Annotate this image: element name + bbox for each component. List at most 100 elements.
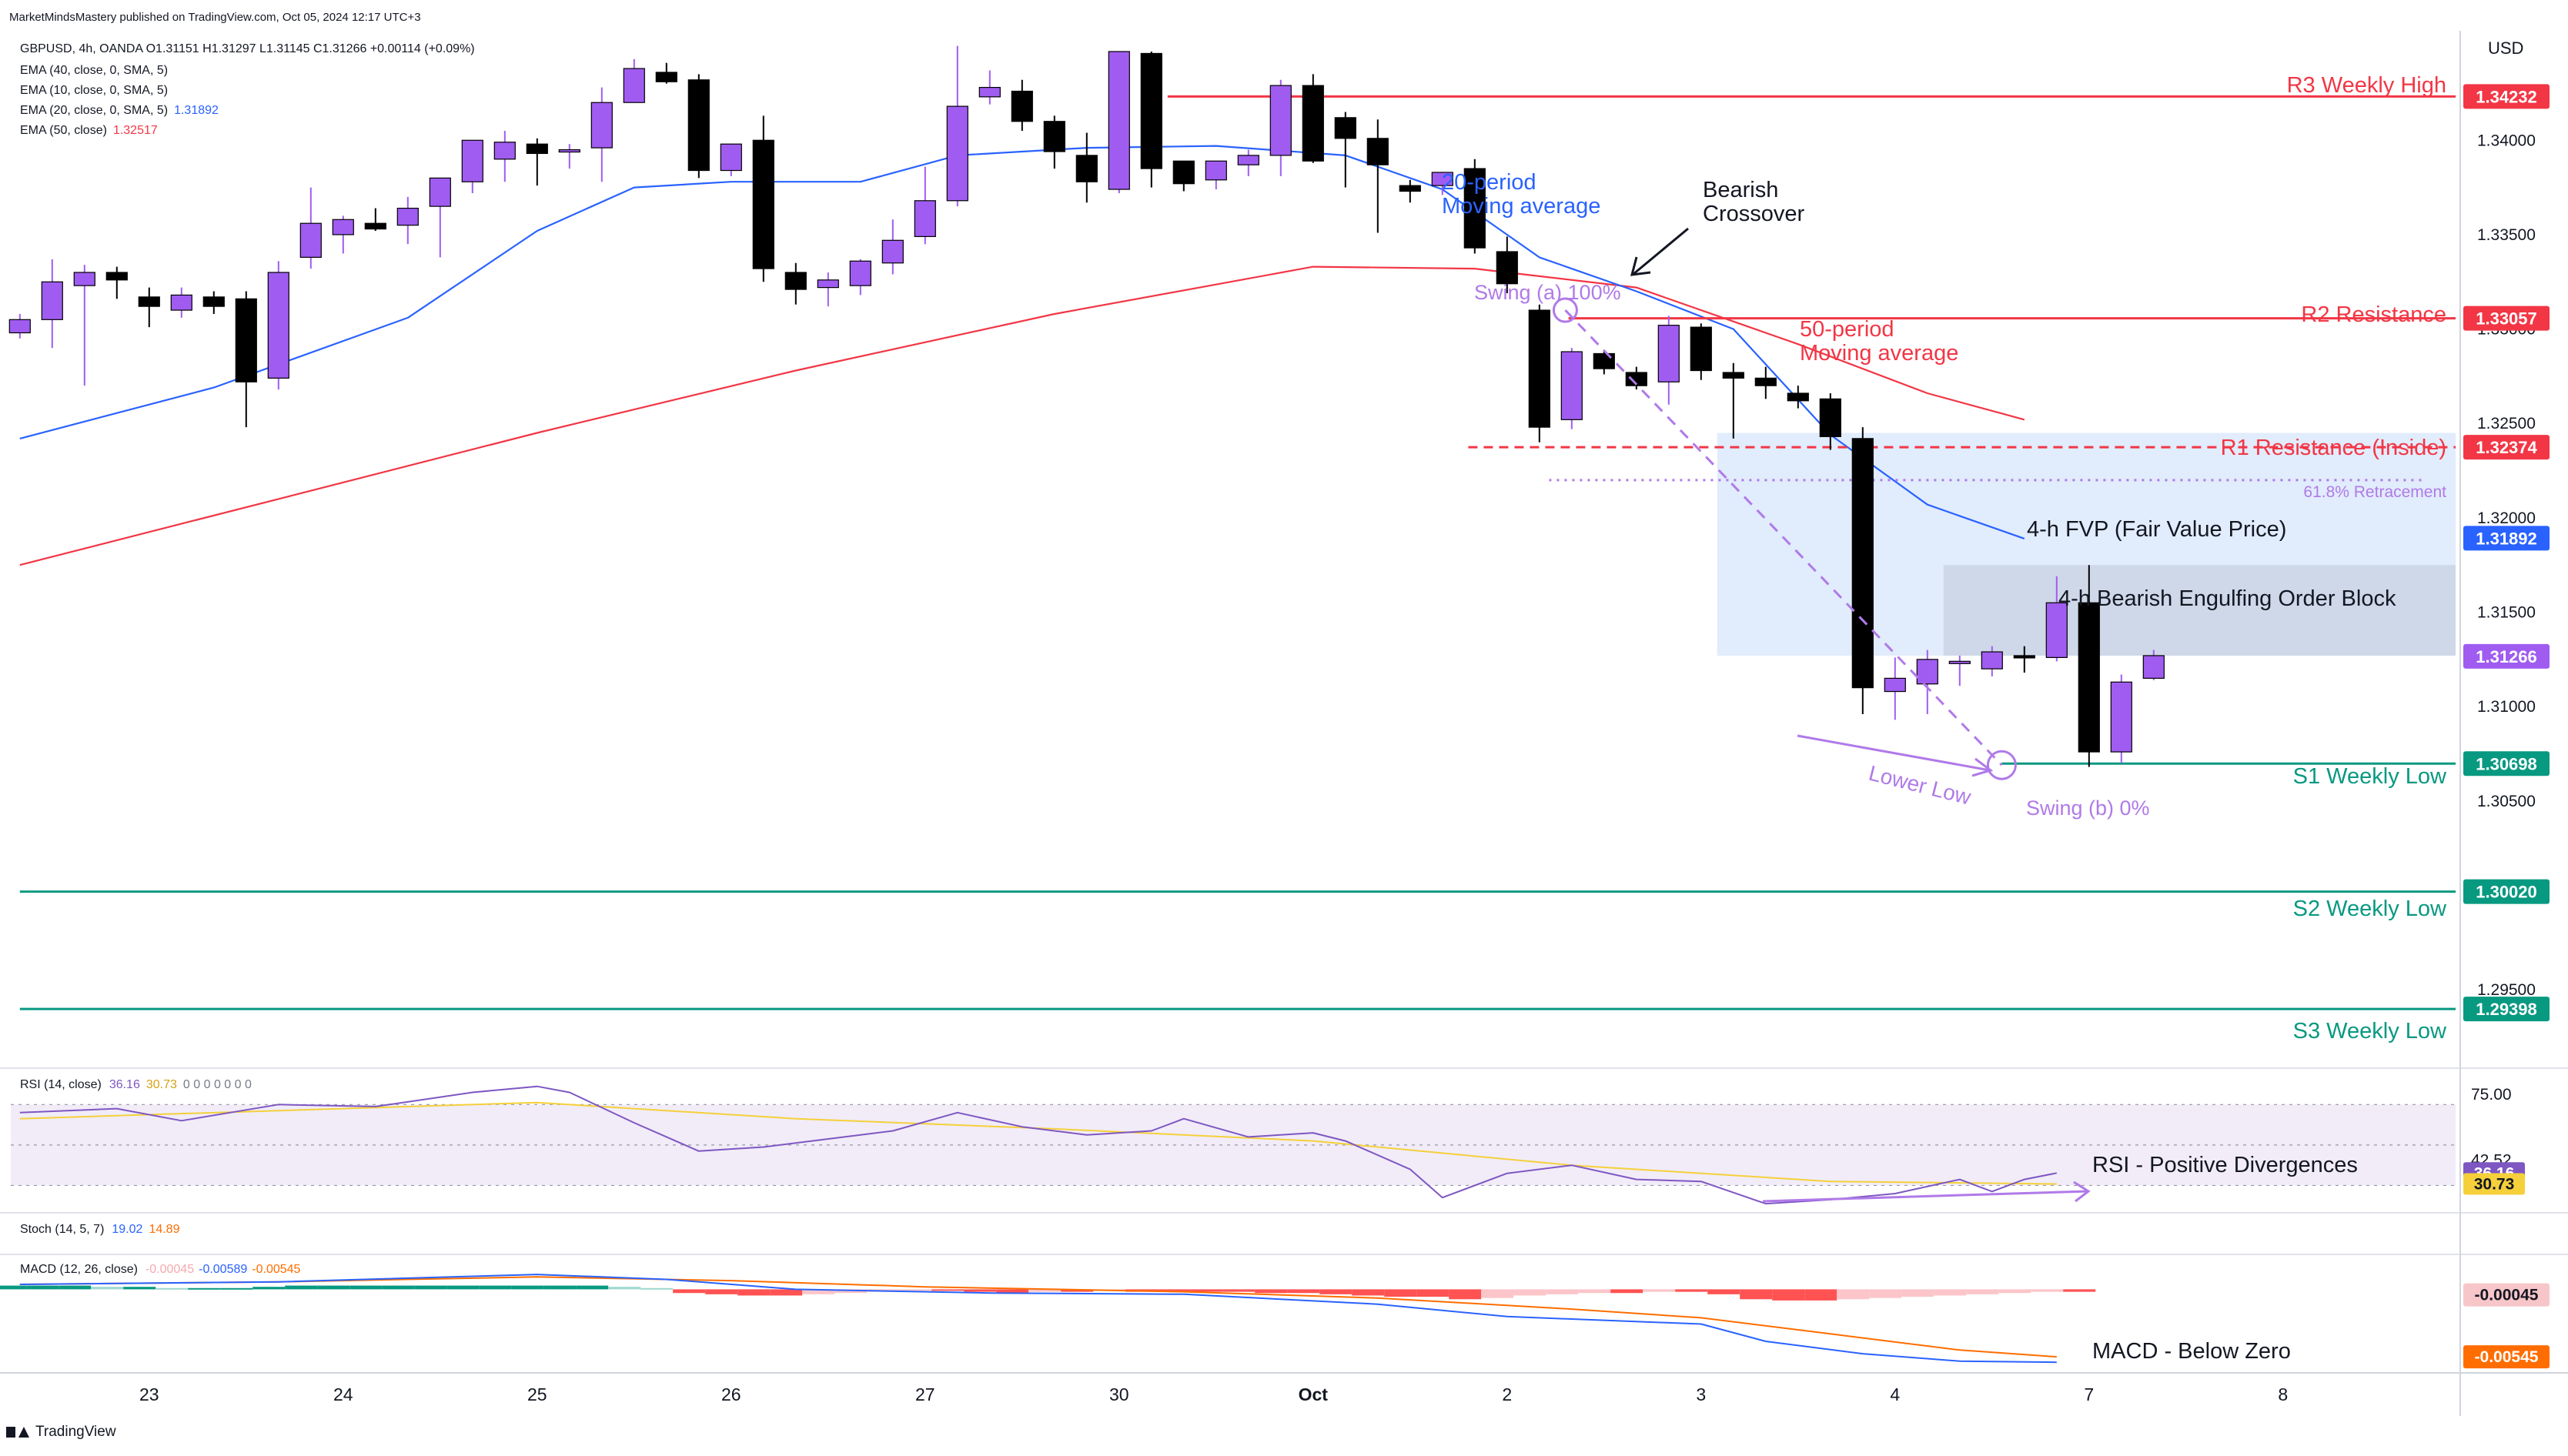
macd-histogram-bar bbox=[511, 1285, 544, 1290]
macd-histogram-bar bbox=[123, 1287, 156, 1290]
macd-value-tag bbox=[2463, 1345, 2550, 1369]
ema-legend-2: EMA (10, close, 0, SMA, 5) bbox=[20, 84, 168, 97]
price-tick-label: 1.34000 bbox=[2477, 132, 2536, 149]
price-tag-text: 1.31892 bbox=[2476, 529, 2537, 548]
macd-histogram-bar bbox=[1028, 1289, 1062, 1292]
candle-body bbox=[41, 281, 63, 320]
s2-level-label: S2 Weekly Low bbox=[2293, 897, 2447, 921]
candle-body bbox=[1302, 85, 1324, 162]
macd-signal-line bbox=[19, 1276, 2057, 1358]
candle-body bbox=[623, 68, 645, 103]
candle-body bbox=[73, 272, 95, 286]
macd-histogram-bar bbox=[1513, 1289, 1546, 1296]
candle-body bbox=[493, 142, 516, 160]
macd-histogram-bar bbox=[1869, 1289, 1902, 1298]
macd-histogram-bar bbox=[1837, 1289, 1870, 1300]
level-price-tag-text: 1.34232 bbox=[2476, 87, 2537, 106]
s1-level-label: S1 Weekly Low bbox=[2293, 764, 2447, 789]
macd-histogram-bar bbox=[1061, 1289, 1094, 1292]
price-tag bbox=[2463, 526, 2550, 551]
macd-histogram-bar bbox=[2063, 1289, 2096, 1292]
price-tick-label: 1.33500 bbox=[2477, 226, 2536, 244]
candle-body bbox=[138, 296, 160, 307]
time-tick-label: 30 bbox=[1109, 1384, 1129, 1404]
candle-body bbox=[1140, 52, 1162, 169]
price-tick-label: 1.29500 bbox=[2477, 981, 2536, 999]
candle-body bbox=[1496, 251, 1518, 285]
candle-body bbox=[1463, 168, 1486, 249]
candle-body bbox=[849, 260, 871, 286]
swing-b-marker bbox=[1986, 750, 2017, 780]
level-price-tag bbox=[2463, 879, 2550, 904]
candle-body bbox=[396, 207, 419, 226]
candle-body bbox=[1431, 172, 1453, 186]
candle-body bbox=[170, 294, 192, 311]
r1-level-label: R1 Resistance (Inside) bbox=[2221, 436, 2446, 460]
ema50-annotation-1: 50-period bbox=[1800, 317, 1894, 342]
time-tick-label: 24 bbox=[333, 1384, 353, 1404]
time-tick-label: 26 bbox=[721, 1384, 741, 1404]
macd-value-tag-text: -0.00545 bbox=[2475, 1348, 2539, 1366]
rsi-tick-label: 75.00 bbox=[2471, 1086, 2512, 1104]
fvp-zone-label: 4-h FVP (Fair Value Price) bbox=[2027, 517, 2286, 542]
tradingview-logo[interactable]: TradingView bbox=[6, 1424, 116, 1441]
swing-dashed-line bbox=[1564, 309, 2003, 766]
candle-body bbox=[1690, 326, 1712, 372]
macd-histogram-bar bbox=[382, 1285, 415, 1290]
macd-histogram-bar bbox=[1190, 1289, 1223, 1292]
currency-label[interactable]: USD bbox=[2488, 38, 2523, 58]
candle-body bbox=[1334, 117, 1356, 139]
candle-body bbox=[332, 219, 354, 235]
crossover-arrow bbox=[1633, 227, 1689, 276]
rsi-legend: RSI (14, close) 36.16 30.73 0 0 0 0 0 0 0 bbox=[20, 1078, 252, 1091]
candle-body bbox=[687, 79, 710, 172]
level-price-tag bbox=[2463, 306, 2550, 331]
macd-value-tag-text: -0.00045 bbox=[2475, 1287, 2539, 1304]
macd-histogram-bar bbox=[1772, 1289, 1805, 1301]
candle-body bbox=[1172, 160, 1195, 185]
tradingview-brand-text: TradingView bbox=[35, 1424, 116, 1440]
crossover-arrowhead bbox=[1630, 256, 1651, 276]
level-price-tag bbox=[2463, 84, 2550, 109]
macd-histogram-bar bbox=[1449, 1289, 1482, 1300]
macd-histogram-bar bbox=[1255, 1289, 1288, 1294]
ema20-annotation-2: Moving average bbox=[1442, 194, 1600, 219]
ema20-annotation-1: 20-period bbox=[1442, 170, 1536, 195]
r2-level-label: R2 Resistance bbox=[2301, 302, 2446, 327]
macd-histogram-bar bbox=[1966, 1289, 1999, 1294]
level-price-tag bbox=[2463, 751, 2550, 776]
macd-legend: MACD (12, 26, close) -0.00045 -0.00589 -0.0… bbox=[20, 1263, 301, 1276]
macd-histogram-bar bbox=[673, 1289, 706, 1294]
rsi-divergence-arrow bbox=[1762, 1190, 2088, 1203]
publisher-line: MarketMindsMastery published on TradingV… bbox=[9, 11, 421, 24]
ema-legend-1: EMA (40, close, 0, SMA, 5) bbox=[20, 64, 168, 77]
time-tick-label: 4 bbox=[1890, 1384, 1900, 1404]
rsi-value-tag bbox=[2463, 1173, 2525, 1195]
rsi-line bbox=[19, 1085, 2057, 1205]
macd-histogram-bar bbox=[349, 1285, 383, 1290]
time-tick-label: 27 bbox=[915, 1384, 935, 1404]
swing-a-marker bbox=[1552, 297, 1578, 323]
time-tick-label: 7 bbox=[2084, 1384, 2094, 1404]
macd-histogram-bar bbox=[1287, 1289, 1320, 1294]
macd-value-tag bbox=[2463, 1283, 2550, 1307]
level-price-tag bbox=[2463, 997, 2550, 1022]
macd-histogram-bar bbox=[705, 1289, 738, 1294]
macd-histogram-bar bbox=[220, 1287, 253, 1290]
level-price-tag-text: 1.33057 bbox=[2476, 309, 2537, 329]
macd-histogram-bar bbox=[964, 1289, 997, 1292]
macd-histogram-bar bbox=[155, 1287, 189, 1290]
swing-a-label: Swing (a) 100% bbox=[1474, 281, 1621, 304]
candle-body bbox=[1043, 121, 1065, 152]
candle-body bbox=[1011, 90, 1033, 122]
macd-line bbox=[19, 1274, 2057, 1364]
candle-body bbox=[299, 222, 322, 258]
candle-body bbox=[558, 149, 580, 153]
macd-histogram-bar bbox=[770, 1289, 803, 1296]
candle-body bbox=[784, 272, 807, 290]
macd-histogram-bar bbox=[91, 1287, 124, 1290]
macd-histogram-bar bbox=[414, 1285, 447, 1290]
price-tag bbox=[2463, 643, 2550, 669]
candle-body bbox=[429, 177, 451, 207]
